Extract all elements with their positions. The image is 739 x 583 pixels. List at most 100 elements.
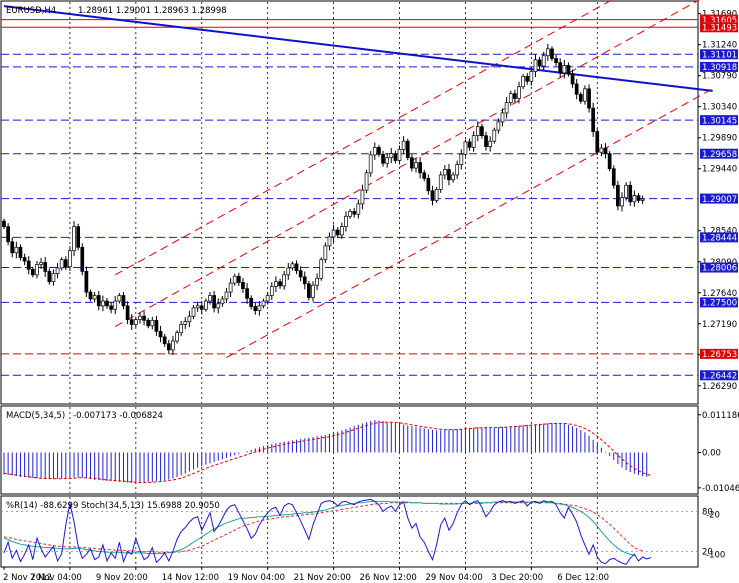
candle-body (39, 262, 43, 265)
price-panel-frame (0, 0, 699, 405)
candle-body (298, 270, 303, 278)
wpr-tick-label: -100 (706, 551, 725, 561)
candle-body (389, 153, 394, 159)
candle-body (179, 324, 184, 334)
candle-body (327, 236, 332, 247)
candle-body (228, 282, 233, 293)
symbol-title: EURUSD,H4 (6, 6, 56, 16)
macd-tick-label: 0.011186 (702, 411, 739, 421)
candle-body (142, 315, 146, 321)
candle-body (101, 300, 105, 307)
candle-body (245, 288, 249, 299)
candle-body (2, 220, 6, 227)
time-tick-label: 14 Nov 12:00 (162, 573, 219, 583)
candle-body (307, 283, 311, 298)
candle-body (105, 300, 109, 307)
candle-body (385, 157, 390, 164)
candle-body (109, 305, 113, 310)
candle-body (570, 73, 575, 85)
candle-body (290, 263, 295, 269)
candle-body (488, 140, 493, 148)
candle-body (14, 246, 19, 254)
candle-body (294, 263, 299, 272)
candle-body (607, 153, 612, 170)
horizontal-levels (1, 19, 698, 376)
candle-body (533, 59, 538, 72)
candle-body (599, 147, 604, 153)
candle-body (323, 245, 328, 261)
candle-body (616, 184, 620, 207)
time-tick-label: 3 Dec 20:00 (491, 573, 543, 583)
candle-body (504, 102, 509, 114)
candle-body (463, 141, 468, 155)
candle-body (554, 58, 558, 63)
time-tick-label: 21 Nov 20:00 (294, 573, 351, 583)
candle-body (401, 140, 406, 150)
level-label: 1.28444 (702, 234, 737, 244)
macd-label: MACD(5,34,5) (6, 411, 65, 421)
candle-body (500, 112, 505, 123)
candle-body (30, 268, 35, 276)
candle-body (220, 298, 225, 305)
candle-body (154, 319, 159, 332)
level-label-box (700, 148, 738, 159)
candle-body (166, 343, 171, 351)
candle-body (175, 332, 179, 342)
candle-body (344, 215, 348, 227)
candle-body (471, 135, 476, 148)
candle-body (232, 275, 237, 284)
level-label-box (700, 14, 738, 25)
level-label: 1.31493 (702, 23, 737, 33)
candle-body (574, 83, 579, 95)
candle-body (80, 246, 85, 272)
candle-body (76, 226, 81, 248)
candle-body (595, 131, 600, 153)
macd-panel-frame (0, 405, 699, 495)
candle-body (191, 307, 196, 317)
level-label-box (700, 297, 738, 308)
candle-body (6, 226, 10, 243)
level-label-box (700, 262, 738, 273)
candle-body (35, 264, 39, 276)
candle-body (335, 229, 340, 236)
candle-body (195, 305, 200, 309)
candle-body (368, 154, 373, 174)
candle-body (455, 164, 460, 176)
candle-body (274, 281, 278, 287)
level-label: 1.31605 (702, 16, 737, 26)
candle-body (265, 295, 270, 302)
time-tick-label: 19 Nov 04:00 (228, 573, 285, 583)
candle-body (133, 319, 138, 325)
macd-values: -0.007173 -0.006824 (73, 411, 163, 421)
candle-body (545, 48, 550, 57)
price-tick-label: 1.30340 (702, 103, 737, 113)
candle-body (578, 93, 583, 102)
candle-body (187, 315, 192, 323)
price-tick-label: 1.27640 (702, 289, 737, 299)
candle-body (537, 59, 542, 67)
candle-body (422, 172, 427, 179)
candle-body (212, 295, 216, 309)
candle-body (624, 184, 628, 199)
candle-body (364, 172, 369, 191)
level-label-box (700, 22, 738, 33)
trendline (3, 5, 713, 92)
candle-body (628, 184, 633, 203)
candle-body (286, 267, 291, 276)
candle-body (377, 147, 381, 155)
oscillator-label: %R(14) -88.6299 Stoch(34,5,13) 15.6988 2… (6, 501, 220, 511)
candle-body (183, 321, 188, 325)
candle-body (480, 126, 484, 137)
candle-body (216, 303, 221, 309)
candle-body (68, 250, 72, 267)
williams-r-line (3, 498, 651, 565)
candle-body (442, 169, 447, 176)
macd-plot: 0.011186 0.00 -0.010467 (3, 411, 739, 494)
candle-body (496, 121, 501, 131)
candle-body (521, 76, 525, 88)
candle-body (381, 153, 385, 164)
candle-body (640, 198, 645, 201)
stoch-signal-line (3, 502, 643, 553)
